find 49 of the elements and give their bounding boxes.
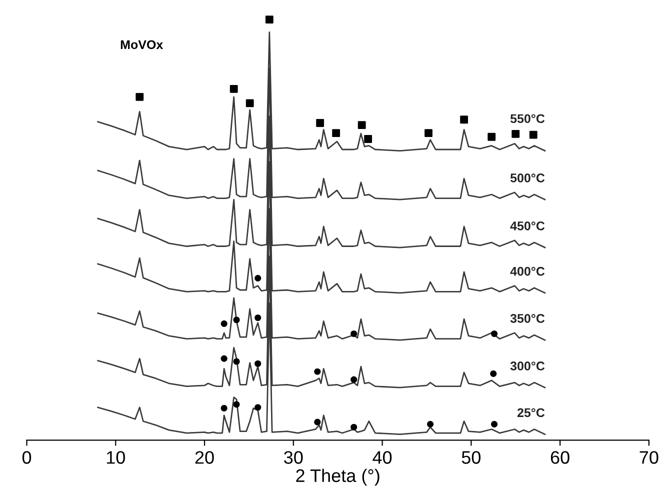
x-tick-label: 70: [640, 451, 658, 464]
point: [316, 119, 324, 127]
point: [490, 330, 498, 338]
point: [350, 424, 358, 430]
point: [332, 129, 340, 138]
point: [233, 401, 240, 408]
point: [254, 404, 262, 411]
point: [358, 121, 366, 130]
series-label: 550°C: [510, 114, 545, 124]
x-axis-title: 2 Theta (°): [296, 468, 380, 486]
point: [314, 368, 321, 375]
series-label: 300°C: [510, 362, 545, 370]
point: [220, 320, 228, 327]
x-tick-label: 20: [195, 451, 214, 464]
point: [529, 130, 538, 139]
point: [350, 330, 358, 338]
point: [254, 360, 262, 367]
point: [220, 355, 228, 362]
point: [220, 404, 228, 412]
series-label: 350°C: [510, 314, 545, 323]
point: [265, 16, 274, 24]
point: [426, 420, 434, 428]
series-label: 400°C: [510, 266, 545, 276]
point: [230, 84, 238, 93]
point: [136, 92, 144, 101]
point: [460, 116, 468, 124]
point: [350, 376, 358, 383]
point: [490, 420, 498, 428]
point: [314, 418, 321, 426]
series-label: 25°C: [517, 408, 545, 418]
x-tick-label: 50: [462, 451, 481, 464]
point: [488, 132, 496, 141]
point: [254, 314, 262, 322]
series-label: 450°C: [510, 221, 545, 230]
x-tick-label: 10: [106, 451, 125, 464]
point: [233, 358, 240, 365]
point: [254, 274, 262, 282]
point: [490, 370, 497, 378]
x-tick-label: 60: [550, 451, 570, 464]
point: [424, 129, 432, 138]
x-tick-label: 30: [284, 451, 303, 464]
point: [364, 135, 372, 143]
x-tick-label: 0: [22, 451, 32, 464]
x-tick-label: 40: [372, 451, 392, 464]
annotation: MoVOx: [120, 40, 164, 50]
series-label: 500°C: [510, 174, 545, 182]
point: [512, 130, 520, 138]
point: [246, 99, 254, 108]
point: [233, 316, 240, 324]
